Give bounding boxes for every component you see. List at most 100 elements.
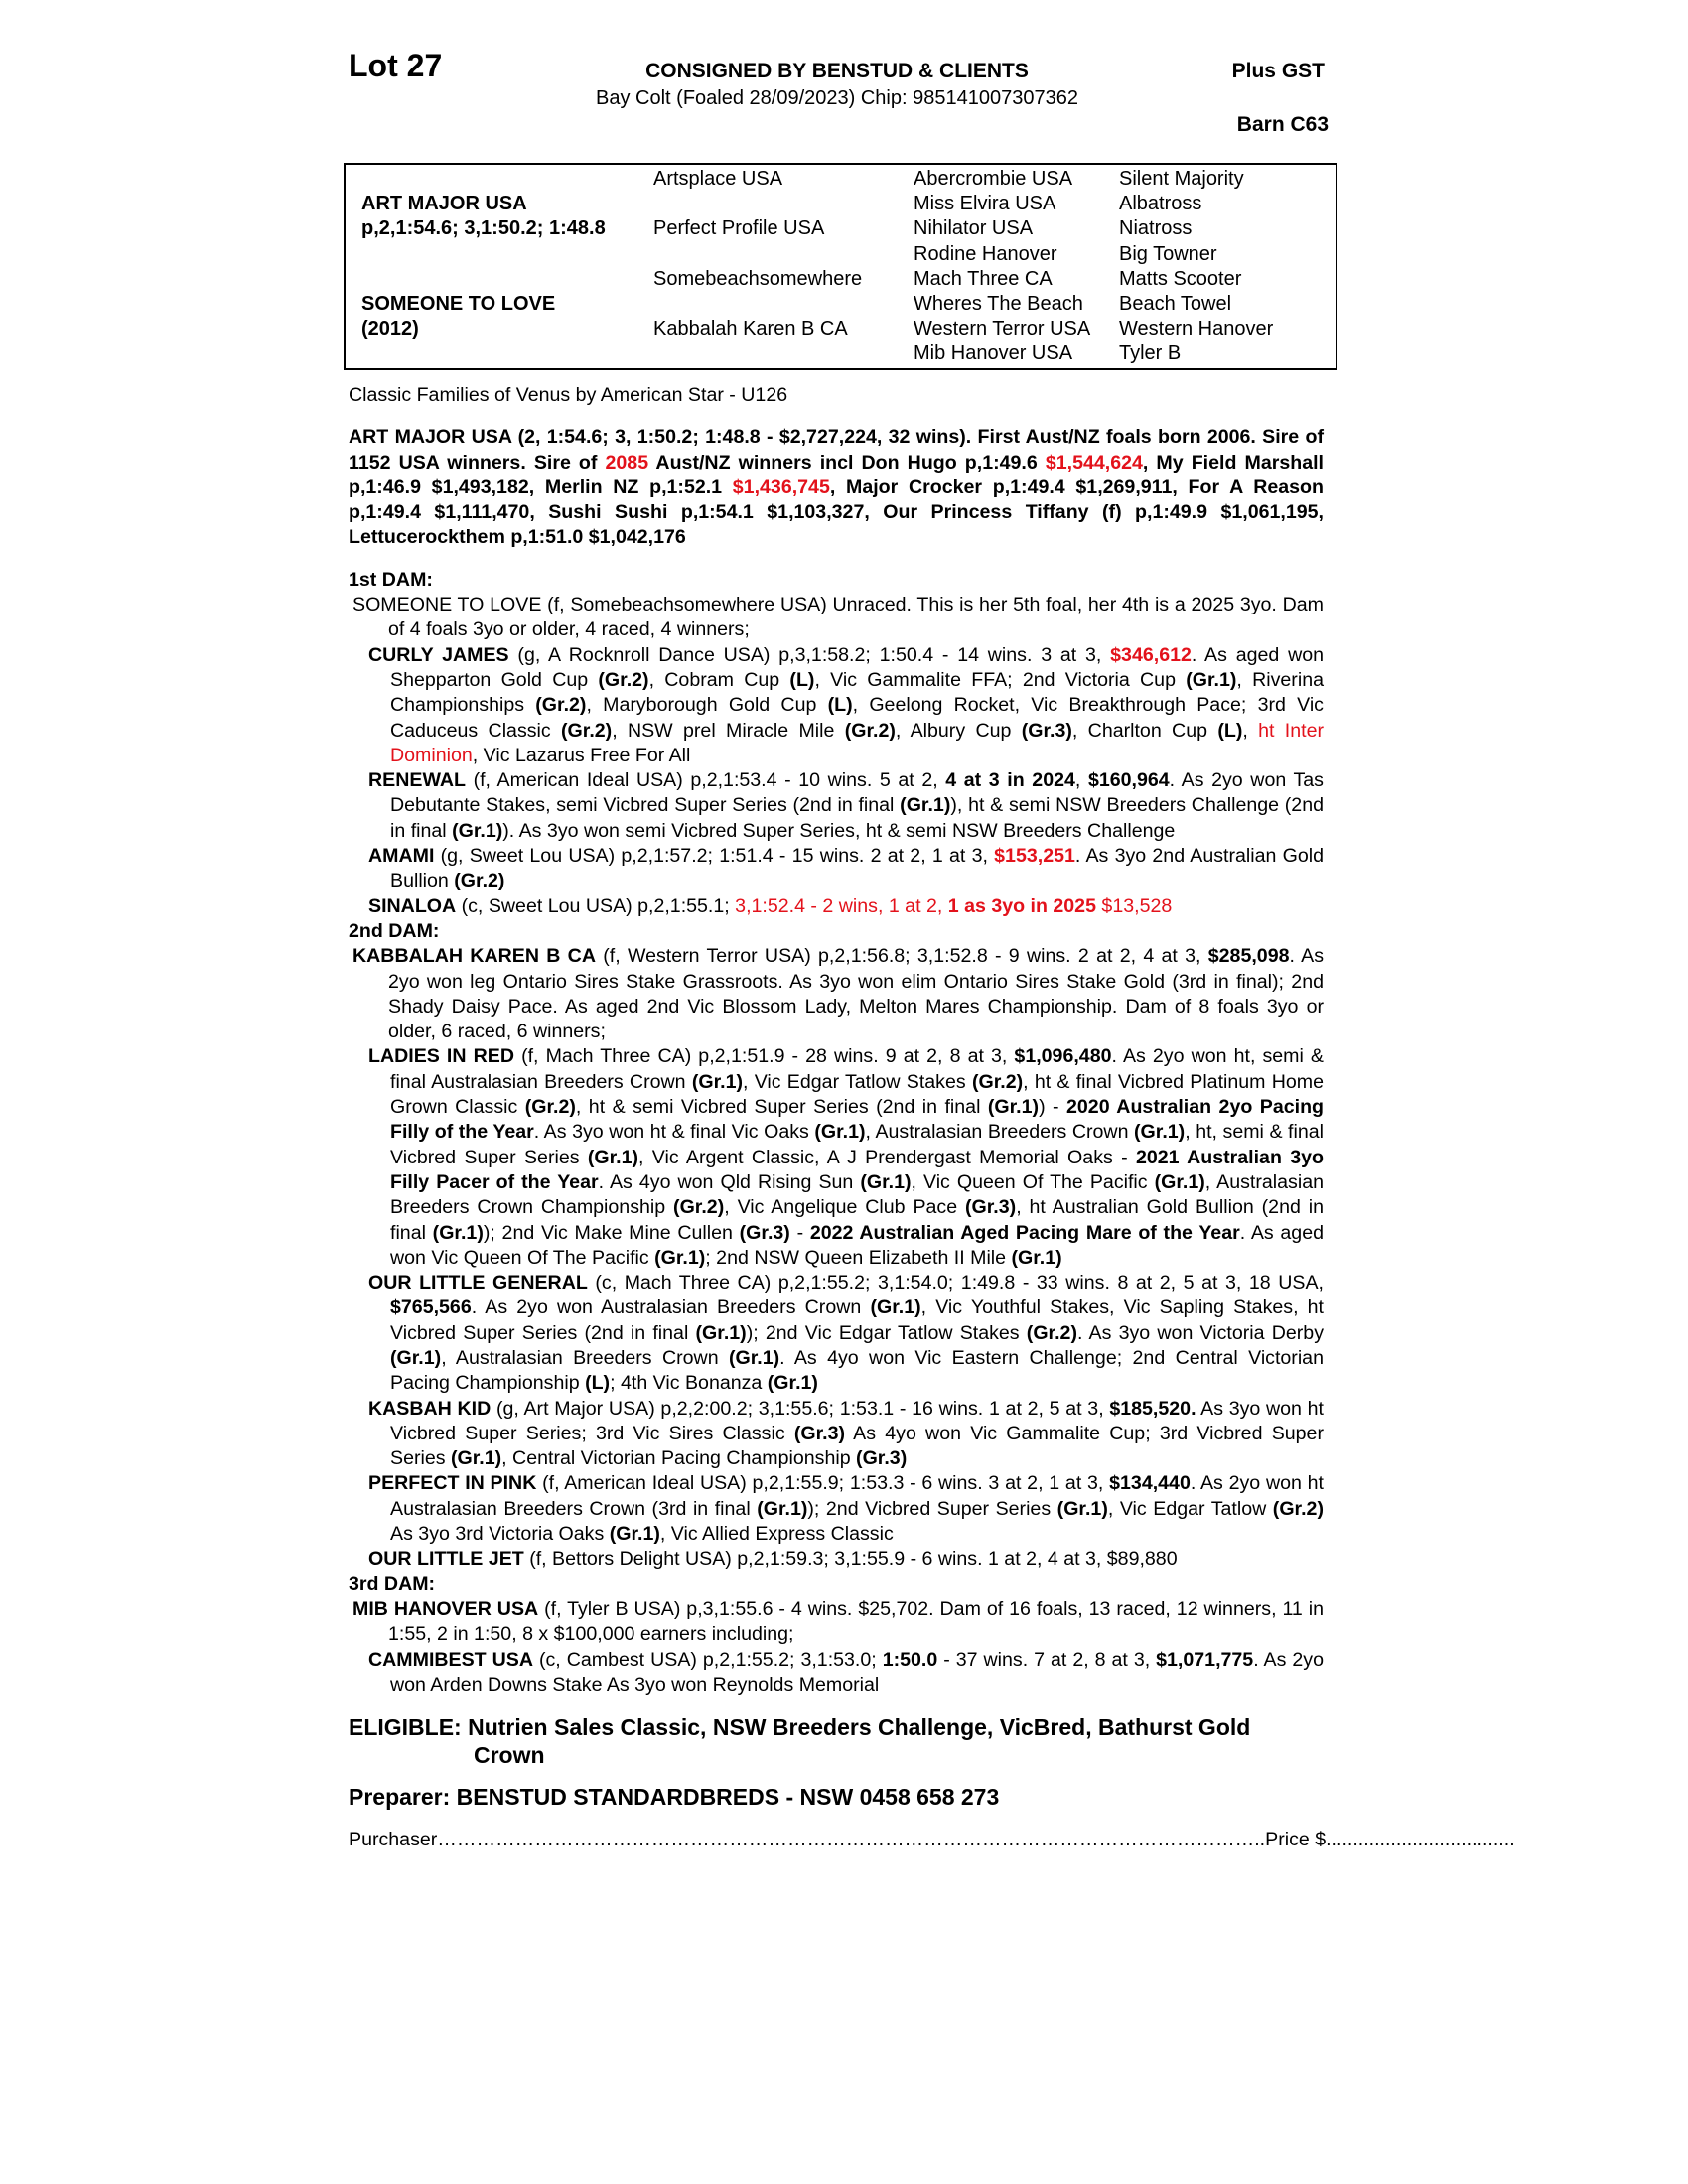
text-run: (f, Mach Three CA) p,2,1:51.9 - 28 wins.… [513, 1045, 1015, 1068]
gst-note: Plus GST [1231, 60, 1325, 82]
pedigree-gen4: Matts Scooter [1119, 267, 1242, 290]
text-run: , Vic Youthful Stakes, Vic Sapling Stake… [390, 1297, 1325, 1344]
highlighted-text: $13,528 [1095, 894, 1173, 917]
pedigree-dam: SOMEONE TO LOVE [361, 293, 556, 315]
highlighted-text: 1 as 3yo in 2025 [947, 894, 1096, 917]
text-run: OUR LITTLE GENERAL [368, 1272, 588, 1295]
highlighted-text: 3,1:52.4 - 2 wins, 1 at 2, [735, 894, 948, 917]
pedigree-gen2: Perfect Profile USA [653, 217, 825, 239]
pedigree-gen4: Silent Majority [1119, 168, 1244, 190]
text-run: ); 2nd Vicbred Super Series [807, 1497, 1057, 1520]
text-run: $134,440 [1109, 1472, 1191, 1495]
text-run: ). As 3yo won semi Vicbred Super Series,… [502, 819, 1176, 842]
text-run: LADIES IN RED [368, 1045, 514, 1068]
pedigree-sire-record: p,2,1:54.6; 3,1:50.2; 1:48.8 [361, 217, 606, 239]
text-run: (Gr.1) [757, 1497, 808, 1520]
pedigree-gen3: Mib Hanover USA [914, 342, 1073, 365]
text-run: $765,566 [390, 1297, 472, 1319]
text-run: (Gr.2) [1272, 1497, 1324, 1520]
text-run: , Australasian Breeders Crown Championsh… [390, 1170, 1324, 1219]
text-run: , Vic Queen Of The Pacific [911, 1170, 1155, 1193]
dam-heading: 3rd DAM: [349, 1572, 436, 1595]
text-run: As 3yo 3rd Victoria Oaks [390, 1523, 610, 1546]
text-run: . As 2yo won leg Ontario Sires Stake Gra… [388, 945, 1325, 1043]
text-run: (Gr.3) [856, 1447, 908, 1470]
text-run: , Central Victorian Pacing Championship [501, 1447, 857, 1470]
text-run: (Gr.2) [524, 1096, 576, 1119]
text-run: (Gr.1) [452, 819, 503, 842]
pedigree-gen3: Mach Three CA [914, 267, 1053, 290]
text-run: , Geelong Rocket, Vic Breakthrough Pace;… [390, 694, 1324, 742]
barn-number: Barn C63 [1236, 113, 1329, 136]
text-run: ) - [1039, 1096, 1066, 1119]
text-run: (Gr.2) [1026, 1321, 1077, 1344]
text-run: RENEWAL [368, 769, 466, 792]
text-run: (Gr.1) [609, 1523, 660, 1546]
text-run: CAMMIBEST USA [368, 1648, 533, 1671]
text-run: (Gr.3) [793, 1422, 846, 1444]
highlighted-text: ht Inter Dominion [390, 719, 1324, 766]
pedigree-table: ART MAJOR USA p,2,1:54.6; 3,1:50.2; 1:48… [344, 163, 1337, 370]
text-run: , Australasian Breeders Crown [865, 1121, 1135, 1144]
text-run: (Gr.1) [432, 1221, 484, 1244]
text-run: (Gr.1) [767, 1372, 818, 1395]
text-run: (Gr.2) [844, 719, 896, 742]
pedigree-gen3: Wheres The Beach [914, 293, 1083, 315]
text-run: (Gr.1) [870, 1297, 921, 1319]
progeny-entry: OUR LITTLE GENERAL (c, Mach Three CA) p,… [349, 1271, 1324, 1396]
text-run: , Vic Edgar Tatlow Stakes [743, 1070, 972, 1093]
text-run: (Gr.1) [1186, 668, 1237, 691]
text-run: $160,964 [1087, 769, 1170, 792]
text-run: , Cobram Cup [648, 668, 790, 691]
text-run: (Gr.1) [695, 1321, 747, 1344]
text-run: , Vic Argent Classic, A J Prendergast Me… [638, 1146, 1136, 1168]
text-run: (Gr.1) [860, 1170, 912, 1193]
lot-number: Lot 27 [349, 48, 443, 83]
highlighted-text: $1,436,745 [732, 476, 830, 498]
text-run: (L) [1217, 719, 1243, 742]
text-run: $1,096,480 [1014, 1045, 1112, 1068]
text-run: (c, Mach Three CA) p,2,1:55.2; 3,1:54.0;… [587, 1272, 1324, 1295]
pedigree-gen3: Miss Elvira USA [914, 193, 1056, 215]
purchaser-price-line[interactable]: Purchaser…………………………………………………………………………………… [349, 1829, 1515, 1851]
text-run: (f, American Ideal USA) p,2,1:53.4 - 10 … [465, 769, 946, 792]
progeny-entry: LADIES IN RED (f, Mach Three CA) p,2,1:5… [349, 1044, 1324, 1271]
pedigree-gen3: Western Terror USA [914, 318, 1091, 341]
progeny-entry: CAMMIBEST USA (c, Cambest USA) p,2,1:55.… [349, 1648, 1324, 1699]
text-run: . As aged won Vic Queen Of The Pacific [390, 1221, 1324, 1269]
text-run: As 3yo won ht Vicbred Super Series; 3rd … [390, 1397, 1324, 1444]
text-run: (g, Sweet Lou USA) p,2,1:57.2; 1:51.4 - … [434, 845, 995, 868]
text-run: (Gr.2) [535, 694, 587, 717]
text-run: . As 3yo won ht & final Vic Oaks [533, 1121, 815, 1144]
text-run: - 37 wins. 7 at 2, 8 at 3, [937, 1648, 1157, 1671]
text-run: . As 2yo won ht, semi & final Australasi… [390, 1045, 1324, 1093]
text-run: $1,071,775 [1156, 1648, 1254, 1671]
text-run: , Australasian Breeders Crown [441, 1346, 729, 1369]
text-run: (f, Western Terror USA) p,2,1:56.8; 3,1:… [595, 945, 1208, 968]
pedigree-gen4: Albatross [1119, 193, 1202, 215]
text-run: (f, Tyler B USA) p,3,1:55.6 - 4 wins. $2… [388, 1597, 1324, 1646]
text-run: (Gr.1) [1056, 1497, 1108, 1520]
text-run: $185,520. [1109, 1397, 1196, 1420]
text-run: 2022 Australian Aged Pacing Mare of the … [809, 1221, 1240, 1244]
progeny-entry: KASBAH KID (g, Art Major USA) p,2,2:00.2… [349, 1397, 1324, 1472]
text-run: , Maryborough Gold Cup [586, 694, 828, 717]
text-run: , Riverina Championships [390, 668, 1324, 717]
text-run: (Gr.1) [1154, 1170, 1205, 1193]
text-run: . As 2yo won Australasian Breeders Crown [471, 1297, 871, 1319]
progeny-entry: CURLY JAMES (g, A Rocknroll Dance USA) p… [349, 643, 1324, 768]
text-run: (Gr.1) [900, 794, 951, 817]
text-run: (c, Sweet Lou USA) p,2,1:55.1; [456, 894, 736, 917]
text-run: (Gr.1) [987, 1096, 1040, 1119]
text-run: (Gr.1) [1011, 1246, 1062, 1269]
text-run: . As aged won Shepparton Gold Cup [390, 643, 1325, 691]
text-run: (Gr.1) [587, 1146, 639, 1168]
text-run: (Gr.1) [390, 1346, 442, 1369]
dam-paragraph: MIB HANOVER USA (f, Tyler B USA) p,3,1:5… [349, 1597, 1324, 1648]
text-run: , Charlton Cup [1071, 719, 1218, 742]
text-run: (Gr.2) [673, 1196, 725, 1219]
text-run: (Gr.2) [561, 719, 613, 742]
pedigree-gen4: Western Hanover [1119, 318, 1274, 341]
preparer-line: Preparer: BENSTUD STANDARDBREDS - NSW 04… [349, 1784, 1000, 1811]
text-run: ; 4th Vic Bonanza [610, 1372, 768, 1395]
